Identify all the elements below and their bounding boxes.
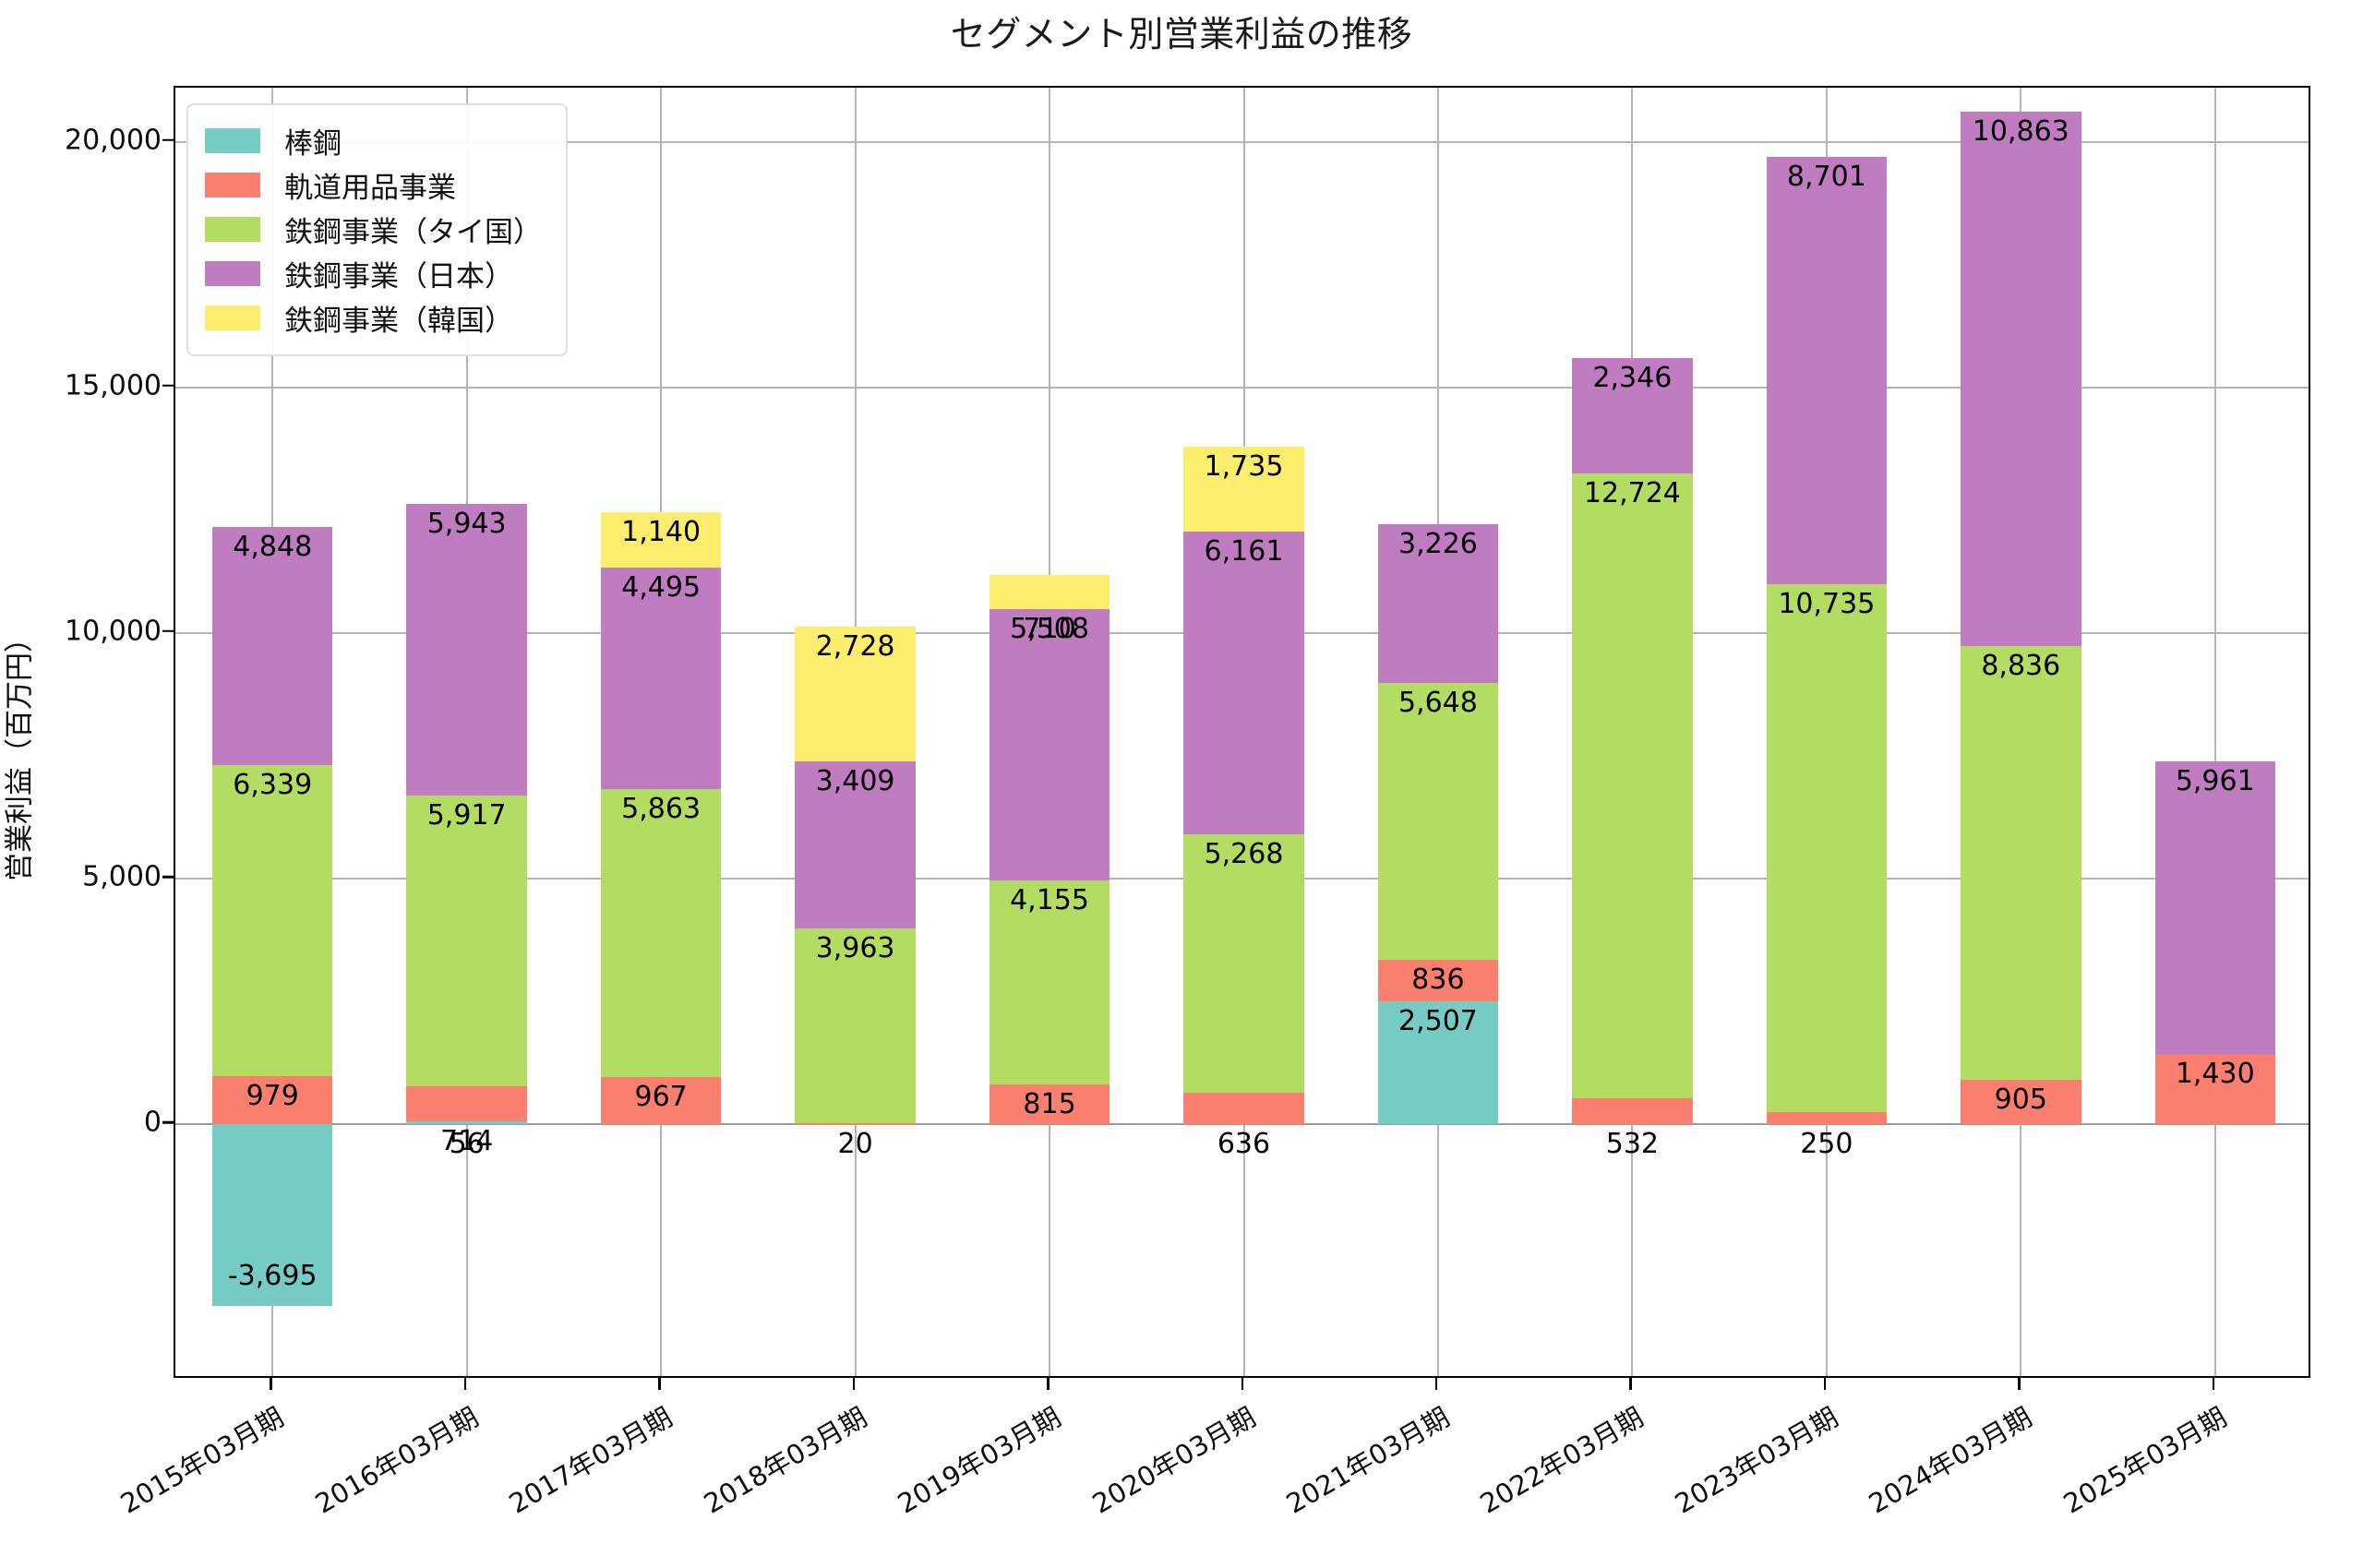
y-axis-tick-mark (162, 384, 175, 387)
gridline-horizontal (175, 1123, 2309, 1126)
bar-segment[interactable] (1766, 157, 1888, 585)
y-axis-tick-mark (162, 1120, 175, 1124)
chart-legend: 棒鋼軌道用品事業鉄鋼事業（タイ国） 鉄鋼事業（日本） 鉄鋼事業（韓国） (186, 103, 568, 356)
bar-segment[interactable] (2154, 1054, 2275, 1125)
bar-segment[interactable] (1183, 446, 1304, 532)
legend-color-swatch (205, 127, 260, 153)
bar-segment[interactable] (1183, 833, 1304, 1094)
bar-segment[interactable] (1377, 682, 1499, 961)
legend-color-swatch (205, 216, 260, 242)
legend-item[interactable]: 軌道用品事業 (205, 162, 542, 207)
x-axis-tick-mark (463, 1378, 467, 1390)
bar-segment[interactable] (1377, 523, 1499, 683)
bar-segment[interactable] (795, 760, 916, 929)
legend-item-label: 軌道用品事業 (284, 171, 456, 205)
x-axis-tick-mark (1629, 1378, 1632, 1390)
y-axis-tick-mark (162, 138, 175, 141)
bar-segment[interactable] (406, 1121, 527, 1125)
bar-group[interactable] (1183, 88, 1304, 1376)
y-axis-title: 営業利益（百万円） (3, 624, 37, 881)
bar-segment[interactable] (1183, 531, 1304, 834)
legend-item-label: 鉄鋼事業（タイ国） (284, 215, 542, 249)
x-axis-tick-mark (1241, 1378, 1243, 1390)
bar-segment[interactable] (600, 568, 722, 789)
bar-segment[interactable] (211, 1124, 333, 1306)
y-axis-tick-label: 10,000 (65, 615, 162, 648)
bar-segment[interactable] (406, 1086, 527, 1122)
legend-color-swatch (205, 172, 260, 197)
bar-segment[interactable] (600, 788, 722, 1077)
legend-item[interactable]: 鉄鋼事業（韓国） (205, 295, 542, 340)
bar-segment[interactable] (795, 1123, 916, 1125)
bar-group[interactable] (2154, 88, 2275, 1376)
bar-group[interactable] (600, 88, 722, 1376)
x-axis-tick-mark (2212, 1378, 2215, 1390)
y-axis-tick-mark (162, 875, 175, 879)
bar-segment[interactable] (1377, 960, 1499, 1001)
y-axis-tick-label: 5,000 (82, 860, 162, 893)
bar-segment[interactable] (211, 764, 333, 1077)
bar-segment[interactable] (989, 574, 1110, 610)
bar-segment[interactable] (2154, 760, 2275, 1055)
bar-group[interactable] (1377, 88, 1499, 1376)
legend-color-swatch (205, 305, 260, 330)
bar-segment[interactable] (795, 627, 916, 761)
bar-segment[interactable] (1183, 1093, 1304, 1125)
legend-color-swatch (205, 260, 260, 286)
bar-segment[interactable] (989, 609, 1110, 880)
bar-segment[interactable] (1961, 1080, 2081, 1125)
bar-segment[interactable] (600, 1076, 722, 1125)
bar-segment[interactable] (1766, 1111, 1888, 1125)
legend-item[interactable]: 棒鋼 (205, 118, 542, 162)
bar-segment[interactable] (211, 526, 333, 765)
bar-group[interactable] (406, 88, 527, 1376)
y-axis-tick-label: 15,000 (65, 369, 162, 402)
x-axis-tick-mark (1434, 1378, 1438, 1390)
bar-segment[interactable] (1377, 1000, 1499, 1125)
legend-item-label: 棒鋼 (284, 126, 342, 161)
bar-segment[interactable] (795, 928, 916, 1124)
bar-group[interactable] (211, 88, 333, 1376)
y-axis-tick-label: 20,000 (65, 124, 162, 157)
gridline-vertical (2213, 88, 2216, 1376)
x-axis-tick-mark (270, 1378, 272, 1390)
bar-segment[interactable] (406, 503, 527, 796)
bar-segment[interactable] (211, 1076, 333, 1125)
bar-segment[interactable] (1572, 473, 1693, 1098)
bar-segment[interactable] (1572, 357, 1693, 473)
gridline-horizontal (175, 386, 2309, 389)
gridline-horizontal (175, 140, 2309, 143)
chart-title: セグメント別営業利益の推移 (950, 14, 1413, 54)
y-axis-tick-label: 0 (143, 1106, 162, 1139)
legend-item[interactable]: 鉄鋼事業（日本） (205, 251, 542, 295)
y-axis-tick-mark (162, 629, 175, 633)
bar-group[interactable] (795, 88, 916, 1376)
bar-segment[interactable] (989, 1083, 1110, 1125)
legend-item-label: 鉄鋼事業（韓国） (284, 304, 513, 338)
bar-group[interactable] (989, 88, 1110, 1376)
bar-segment[interactable] (989, 880, 1110, 1084)
bar-group[interactable] (1572, 88, 1693, 1376)
bar-segment[interactable] (1961, 112, 2081, 646)
legend-item[interactable]: 鉄鋼事業（タイ国） (205, 207, 542, 251)
x-axis-tick-mark (1047, 1378, 1050, 1390)
bar-segment[interactable] (1766, 584, 1888, 1112)
bar-segment[interactable] (1961, 645, 2081, 1080)
x-axis-tick-mark (2018, 1378, 2021, 1390)
bar-segment[interactable] (406, 796, 527, 1087)
x-axis-tick-mark (852, 1378, 856, 1390)
bar-segment[interactable] (1572, 1097, 1693, 1125)
x-axis-tick-mark (658, 1378, 661, 1390)
bar-group[interactable] (1961, 88, 2081, 1376)
bar-group[interactable] (1766, 88, 1888, 1376)
x-axis-tick-mark (1823, 1378, 1827, 1390)
bar-segment[interactable] (600, 511, 722, 569)
legend-item-label: 鉄鋼事業（日本） (284, 259, 513, 293)
